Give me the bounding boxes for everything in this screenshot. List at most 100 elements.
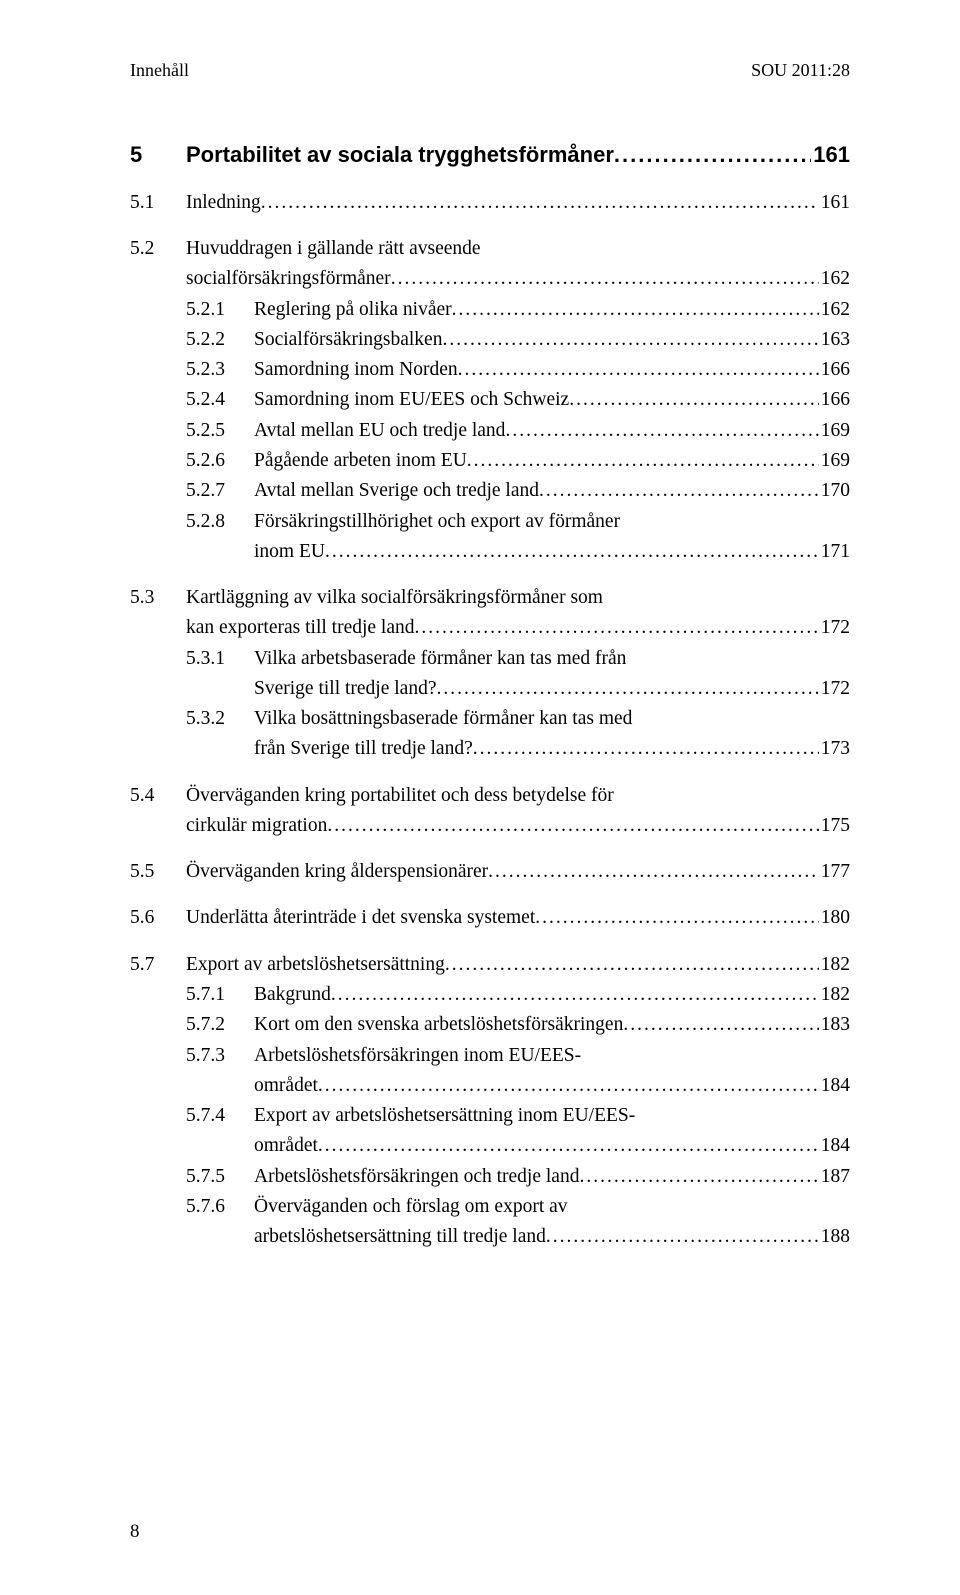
toc-entry-cont: Sverige till tredje land?...............… (186, 675, 850, 703)
toc-leader: ........................................… (452, 296, 819, 324)
toc-entry-cont: från Sverige till tredje land?..........… (186, 735, 850, 763)
toc-entry: 5.2.4Samordning inom EU/EES och Schweiz.… (186, 386, 850, 414)
toc-page: 166 (819, 386, 850, 414)
header-right: SOU 2011:28 (751, 60, 850, 81)
toc-page: 175 (819, 812, 850, 840)
toc-page: 180 (819, 904, 850, 932)
toc-chapter-number: 5 (130, 139, 186, 171)
toc-leader: ........................................… (458, 356, 819, 384)
toc-number: 5.3.1 (186, 645, 254, 673)
toc-page: 171 (819, 538, 850, 566)
toc-number: 5.7.4 (186, 1102, 254, 1130)
toc-entry: 5.7.1Bakgrund...........................… (186, 981, 850, 1009)
toc-number: 5.6 (130, 904, 186, 932)
toc-leader: ........................................… (623, 1011, 818, 1039)
toc-text: Överväganden och förslag om export av (254, 1193, 568, 1221)
toc-leader: ........................................… (331, 981, 819, 1009)
header-left: Innehåll (130, 60, 189, 81)
toc-page: 188 (819, 1223, 850, 1251)
toc-page: 161 (811, 139, 850, 171)
toc-number: 5.4 (130, 782, 186, 810)
toc-number: 5.1 (130, 189, 186, 217)
toc-number: 5.2.8 (186, 508, 254, 536)
toc-number: 5.2.3 (186, 356, 254, 384)
toc-text: Vilka bosättningsbaserade förmåner kan t… (254, 705, 632, 733)
toc-text: cirkulär migration (186, 812, 327, 840)
toc-page: 182 (819, 951, 850, 979)
toc-text: Avtal mellan EU och tredje land (254, 417, 505, 445)
toc-leader: ........................................… (327, 812, 818, 840)
toc-leader: ........................................… (614, 139, 811, 171)
toc-leader: ........................................… (318, 1072, 819, 1100)
toc-page: 172 (819, 675, 850, 703)
toc-text: Kort om den svenska arbetslöshetsförsäkr… (254, 1011, 623, 1039)
toc-leader: ........................................… (505, 417, 818, 445)
toc-page: 162 (819, 265, 850, 293)
toc-leader: ........................................… (325, 538, 819, 566)
toc-entry: 5.2.5Avtal mellan EU och tredje land....… (186, 417, 850, 445)
page-number: 8 (130, 1521, 140, 1543)
toc-text: Bakgrund (254, 981, 331, 1009)
toc-number: 5.7 (130, 951, 186, 979)
toc-text: Huvuddragen i gällande rätt avseende (186, 235, 481, 263)
toc-leader: ........................................… (473, 735, 819, 763)
toc-number: 5.2.7 (186, 477, 254, 505)
toc-page: 163 (819, 326, 850, 354)
toc-entry: 5.2.1Reglering på olika nivåer..........… (186, 296, 850, 324)
toc-leader: ........................................… (391, 265, 819, 293)
toc-text: området (254, 1132, 318, 1160)
toc-entry: 5.7Export av arbetslöshetsersättning....… (130, 951, 850, 979)
toc-text: Avtal mellan Sverige och tredje land (254, 477, 539, 505)
toc-leader: ........................................… (436, 675, 818, 703)
toc-entry: 5.2Huvuddragen i gällande rätt avseende (130, 235, 850, 263)
toc-text: Export av arbetslöshetsersättning (186, 951, 445, 979)
toc-text: Vilka arbetsbaserade förmåner kan tas me… (254, 645, 626, 673)
toc-number: 5.2.1 (186, 296, 254, 324)
toc-page: 184 (819, 1072, 850, 1100)
toc-entry: 5.2.6Pågående arbeten inom EU...........… (186, 447, 850, 475)
toc-number: 5.7.6 (186, 1193, 254, 1221)
toc-text: Pågående arbeten inom EU (254, 447, 467, 475)
toc-text: Inledning (186, 189, 261, 217)
toc-page: 169 (819, 417, 850, 445)
toc-text: Samordning inom Norden (254, 356, 458, 384)
toc-entry: 5.2.3Samordning inom Norden.............… (186, 356, 850, 384)
toc-page: 177 (819, 858, 850, 886)
toc-text: Arbetslöshetsförsäkringen och tredje lan… (254, 1163, 579, 1191)
toc-leader: ........................................… (579, 1163, 818, 1191)
toc-text: Sverige till tredje land? (254, 675, 436, 703)
toc-number: 5.7.5 (186, 1163, 254, 1191)
toc-text: Överväganden kring portabilitet och dess… (186, 782, 614, 810)
toc-text: Försäkringstillhörighet och export av fö… (254, 508, 620, 536)
toc-rows: 5.1Inledning............................… (130, 189, 850, 1252)
toc-leader: ........................................… (318, 1132, 819, 1160)
toc-leader: ........................................… (261, 189, 819, 217)
toc-number: 5.2.4 (186, 386, 254, 414)
toc-entry: 5.2.2Socialförsäkringsbalken............… (186, 326, 850, 354)
toc-text: från Sverige till tredje land? (254, 735, 473, 763)
toc-chapter-title: Portabilitet av sociala trygghetsförmåne… (186, 139, 614, 171)
toc-entry: 5.1Inledning............................… (130, 189, 850, 217)
toc-entry: 5.2.7Avtal mellan Sverige och tredje lan… (186, 477, 850, 505)
toc-page: 162 (819, 296, 850, 324)
toc-text: Överväganden kring ålderspensionärer (186, 858, 488, 886)
toc-entry: 5.7.6Överväganden och förslag om export … (186, 1193, 850, 1221)
toc-leader: ........................................… (546, 1223, 819, 1251)
toc-entry: 5.3Kartläggning av vilka socialförsäkrin… (130, 584, 850, 612)
toc-entry: 5.5Överväganden kring ålderspensionärer.… (130, 858, 850, 886)
toc-chapter: 5 Portabilitet av sociala trygghetsförmå… (130, 139, 850, 171)
toc-entry-cont: kan exporteras till tredje land.........… (130, 614, 850, 642)
toc-entry: 5.7.5Arbetslöshetsförsäkringen och tredj… (186, 1163, 850, 1191)
toc-entry-cont: cirkulär migration......................… (130, 812, 850, 840)
toc-page: 187 (819, 1163, 850, 1191)
toc-entry: 5.6Underlätta återinträde i det svenska … (130, 904, 850, 932)
toc-number: 5.3.2 (186, 705, 254, 733)
toc-number: 5.2.6 (186, 447, 254, 475)
toc-page: 172 (819, 614, 850, 642)
toc-entry: 5.3.2Vilka bosättningsbaserade förmåner … (186, 705, 850, 733)
toc-entry: 5.7.2Kort om den svenska arbetslöshetsfö… (186, 1011, 850, 1039)
page: Innehåll SOU 2011:28 5 Portabilitet av s… (0, 0, 960, 1595)
toc-page: 173 (819, 735, 850, 763)
toc-leader: ........................................… (445, 951, 819, 979)
toc-number: 5.5 (130, 858, 186, 886)
